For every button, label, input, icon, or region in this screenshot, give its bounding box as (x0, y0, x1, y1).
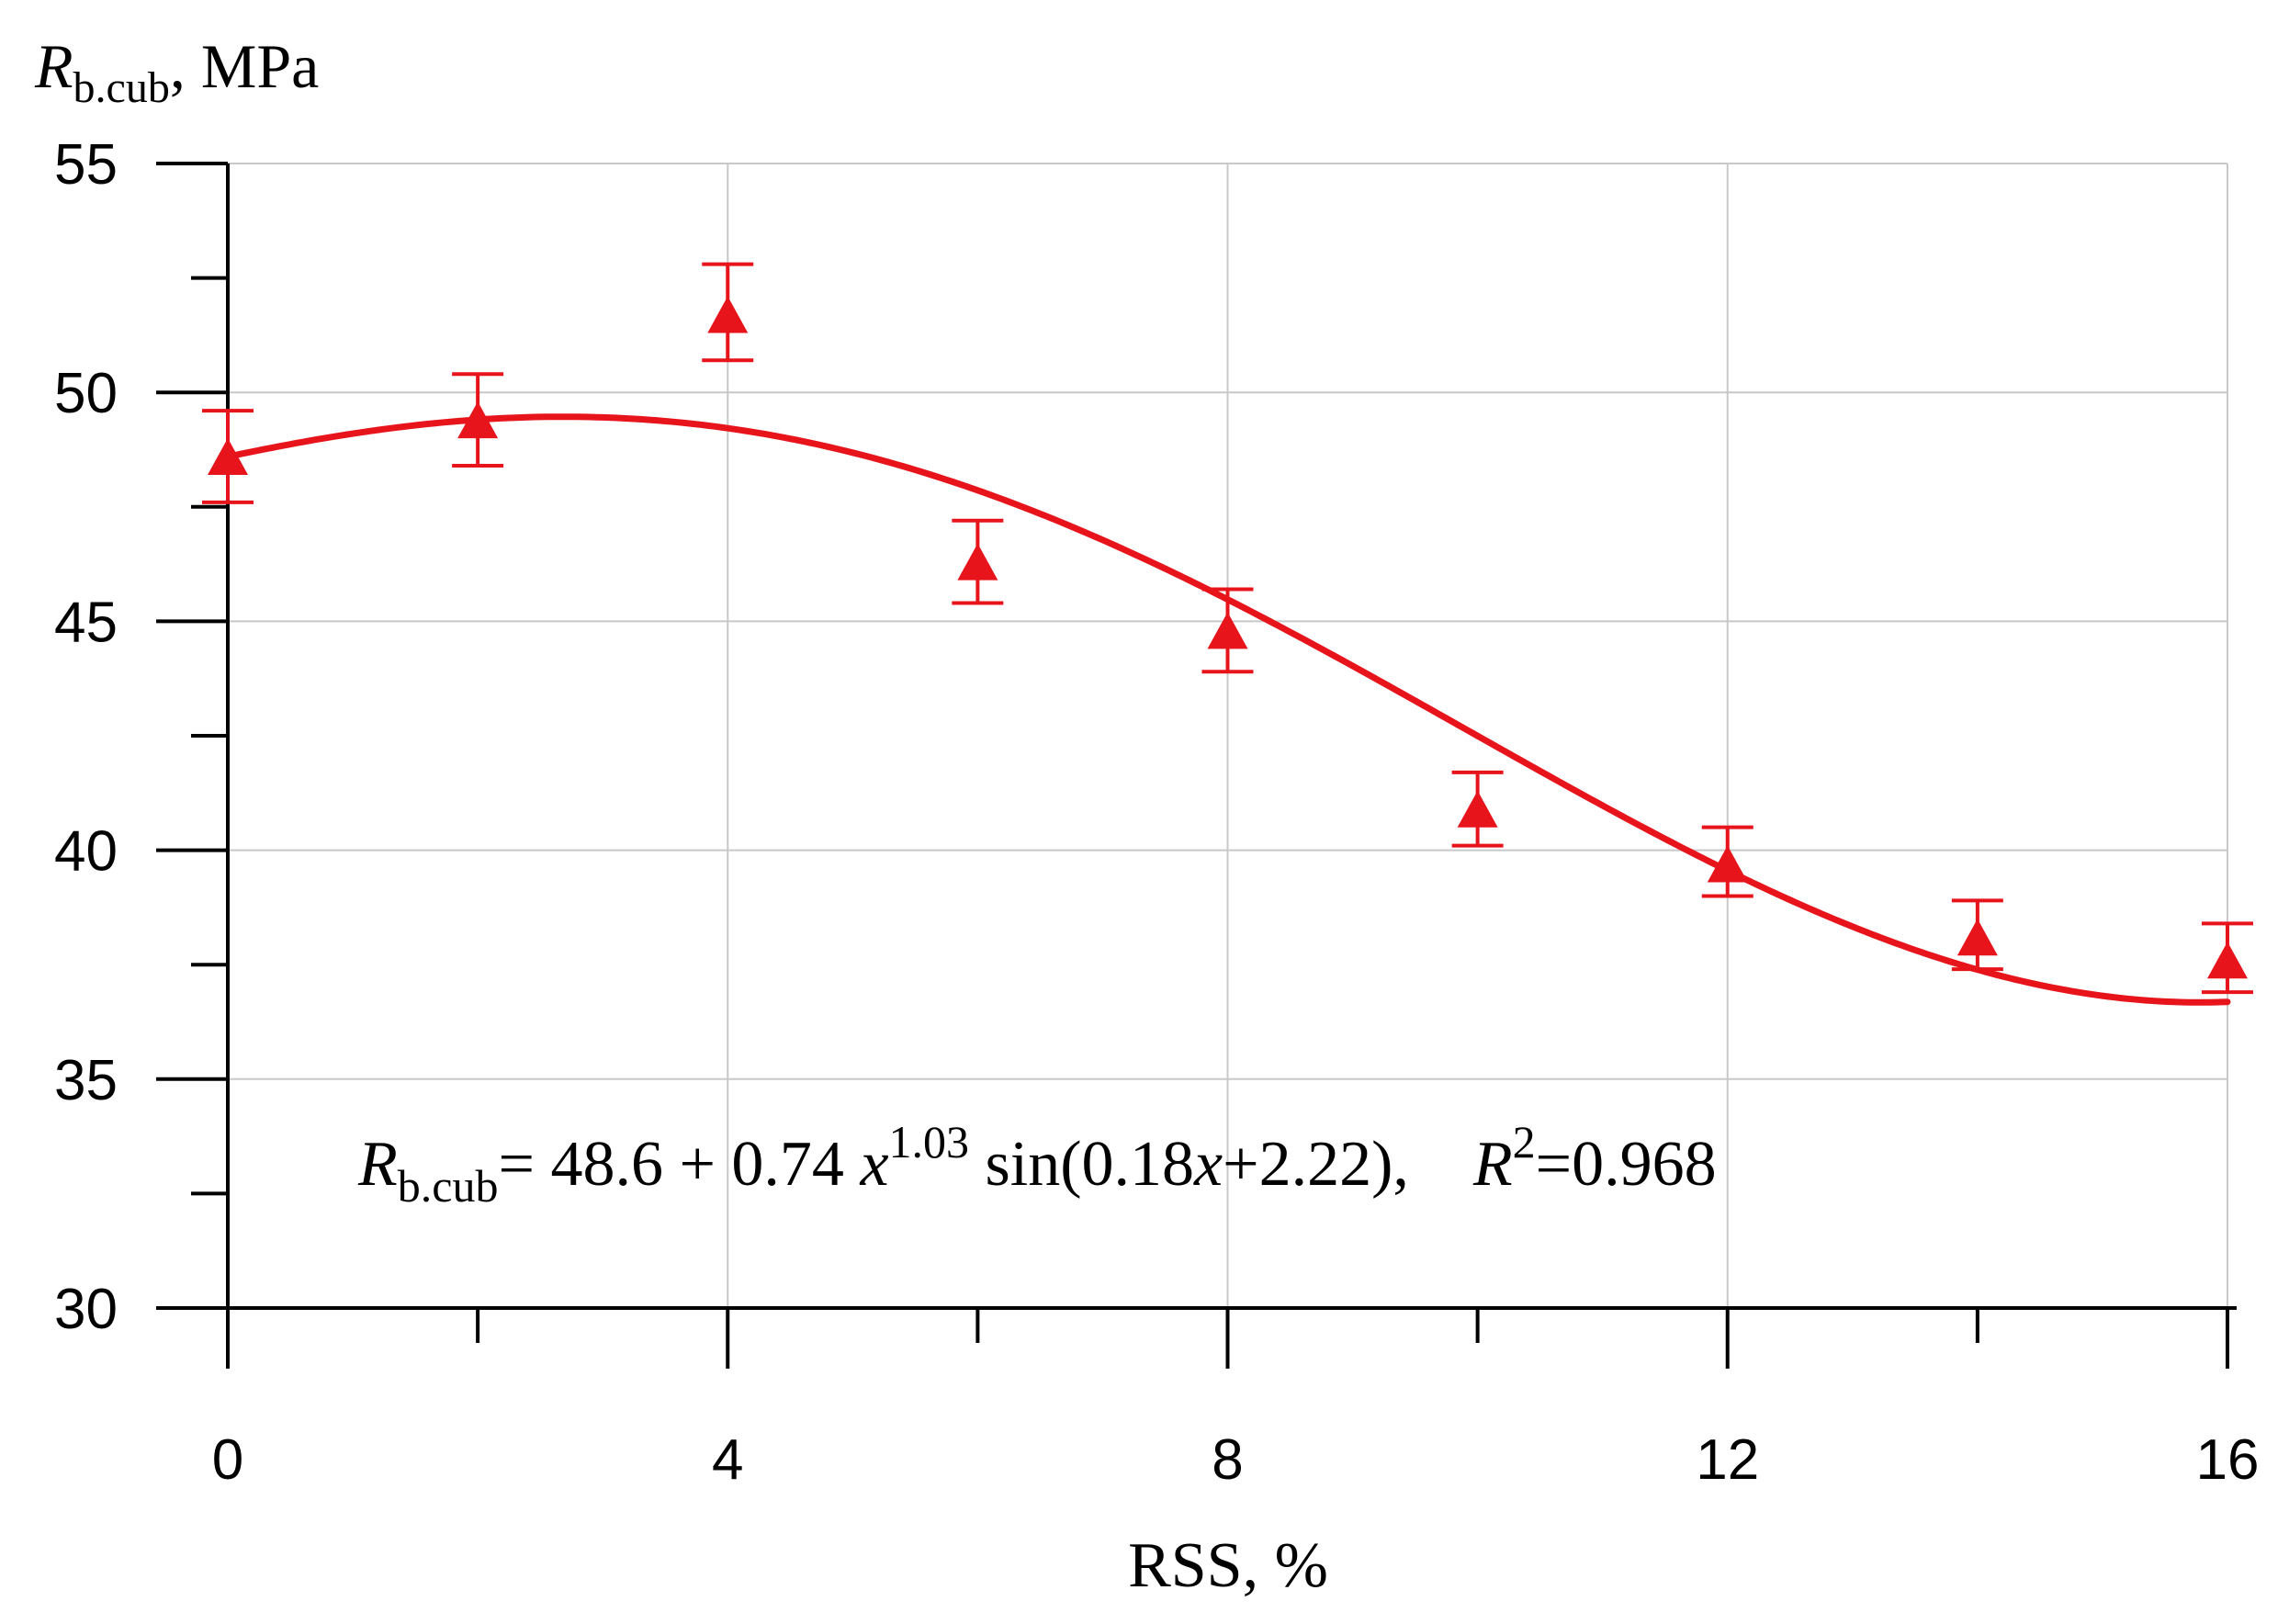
x-tick-label: 16 (2196, 1428, 2260, 1492)
y-tick-label: 55 (54, 133, 118, 197)
equation-rhs-c: +2.22), (1223, 1129, 1409, 1200)
data-points (202, 262, 2253, 995)
equation-r2-exp: 2 (1513, 1116, 1536, 1167)
fit-equation: Rb.cub= 48.6 + 0.74 x1.03 sin(0.18x+2.22… (357, 1116, 1717, 1212)
data-point (1201, 587, 1254, 674)
x-tick-label: 8 (1212, 1428, 1243, 1492)
y-axis-label: Rb.cub, MPa (34, 31, 319, 112)
data-point (702, 262, 754, 363)
equation-var: x (859, 1129, 888, 1200)
y-tick-label: 45 (54, 591, 118, 654)
y-axis-label-symbol: R (34, 31, 73, 101)
equation-r2-value: =0.968 (1536, 1129, 1717, 1200)
equation-lhs-subscript: b.cub (398, 1160, 499, 1212)
x-tick-label: 4 (712, 1428, 743, 1492)
triangle-marker (457, 401, 499, 439)
equation-lhs-symbol: R (357, 1129, 398, 1200)
data-point (2202, 921, 2253, 995)
equation-rhs-b: sin(0.18 (969, 1129, 1194, 1200)
y-tick-label: 30 (54, 1278, 118, 1341)
equation-rhs-a: = 48.6 + 0.74 (498, 1129, 860, 1200)
axes (156, 162, 2237, 1369)
y-tick-label: 35 (54, 1049, 118, 1112)
data-point (1951, 898, 2003, 972)
triangle-marker (208, 437, 248, 475)
triangle-marker (707, 296, 749, 333)
equation-exponent: 1.03 (889, 1116, 970, 1167)
data-point (952, 518, 1004, 605)
y-axis-label-unit: , MPa (170, 31, 319, 101)
x-tick-label: 12 (1696, 1428, 1759, 1492)
y-axis-label-subscript: b.cub (73, 63, 170, 112)
tick-labels: 30 35 40 45 50 55 0 4 8 12 16 (54, 133, 2259, 1492)
equation-r2-symbol: R (1472, 1129, 1513, 1200)
data-point (1701, 825, 1753, 898)
triangle-marker (1956, 919, 1998, 956)
data-point (452, 372, 504, 468)
x-axis-label: RSS, % (1128, 1530, 1328, 1601)
y-tick-label: 40 (54, 820, 118, 884)
x-tick-label: 0 (212, 1428, 243, 1492)
data-point (202, 409, 254, 504)
equation-var2: x (1193, 1129, 1223, 1200)
data-point (1451, 770, 1504, 848)
triangle-marker (957, 543, 998, 581)
triangle-marker (1457, 790, 1498, 828)
y-tick-label: 50 (54, 362, 118, 425)
triangle-marker (1207, 612, 1248, 649)
triangle-marker (1707, 845, 1748, 883)
grid-lines (228, 163, 2228, 1308)
triangle-marker (2207, 942, 2248, 979)
